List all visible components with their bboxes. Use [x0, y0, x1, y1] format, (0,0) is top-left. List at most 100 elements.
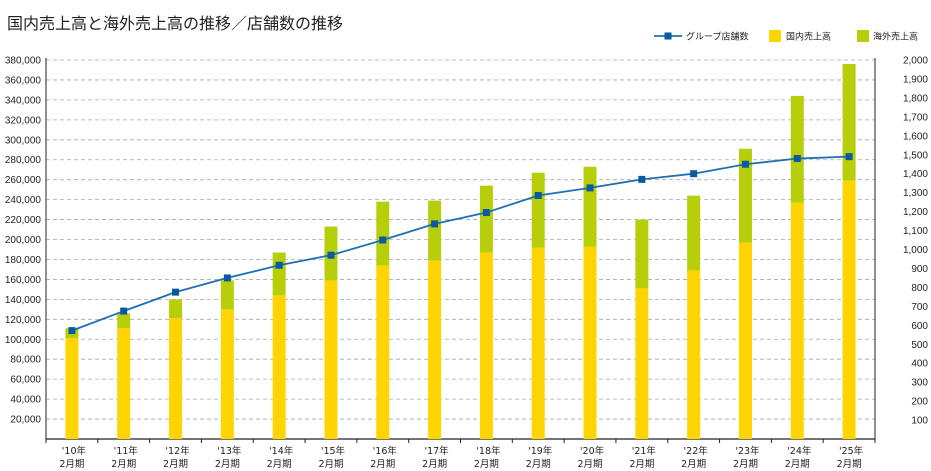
point-store-count-7 [431, 220, 439, 228]
bar-overseas-6 [376, 201, 390, 266]
legend-label-overseas: 海外売上高 [873, 31, 918, 43]
point-store-count-11 [638, 175, 646, 183]
bar-domestic-2 [169, 318, 183, 439]
x-tick-label-period: 2月期 [578, 459, 603, 470]
y-right-tick-label: 1,300 [903, 188, 928, 199]
x-tick-label-period: 2月期 [267, 459, 292, 470]
y-left-tick-label: 320,000 [5, 115, 42, 126]
x-tick-label-year: '12年 [165, 445, 190, 457]
x-tick-label-year: '10年 [62, 445, 87, 457]
x-tick-label-year: '13年 [217, 445, 242, 457]
point-store-count-2 [172, 288, 180, 296]
line-store-count [71, 155, 850, 332]
x-tick-label-period: 2月期 [59, 459, 84, 470]
bar-domestic-1 [117, 328, 131, 439]
y-left-tick-label: 240,000 [5, 195, 42, 206]
y-right-tick-label: 600 [911, 321, 928, 332]
point-store-count-0 [68, 327, 76, 335]
x-tick-label-period: 2月期 [163, 459, 188, 470]
bar-domestic-7 [428, 260, 442, 439]
bar-domestic-12 [687, 270, 701, 439]
legend-label-domestic: 国内売上高 [786, 31, 831, 43]
y-left-tick-label: 200,000 [5, 235, 42, 246]
y-left-tick-label: 360,000 [5, 75, 42, 86]
y-right-tick-label: 700 [911, 302, 928, 313]
bar-overseas-10 [583, 166, 597, 247]
x-tick-label-year: '15年 [321, 445, 346, 457]
y-left-tick-label: 340,000 [5, 95, 42, 106]
legend-label-store-count: グループ店舗数 [686, 31, 748, 43]
x-tick-label-period: 2月期 [422, 459, 447, 470]
bar-overseas-3 [220, 280, 234, 310]
x-tick-label-period: 2月期 [370, 459, 395, 470]
y-left-tick-label: 20,000 [10, 415, 41, 426]
y-left-tick-label: 160,000 [5, 275, 42, 286]
x-tick-label-year: '17年 [424, 445, 449, 457]
x-tick-label-period: 2月期 [785, 459, 810, 470]
x-tick-label-period: 2月期 [215, 459, 240, 470]
legend-line-marker [664, 32, 672, 40]
x-tick-label-year: '24年 [787, 445, 812, 457]
legend-swatch-domestic [769, 30, 781, 42]
x-tick-label-year: '25年 [839, 445, 864, 457]
y-right-tick-label: 1,600 [903, 131, 928, 142]
point-store-count-3 [223, 274, 231, 282]
point-store-count-13 [741, 160, 749, 168]
y-left-tick-label: 120,000 [5, 315, 42, 326]
bar-domestic-10 [583, 246, 597, 439]
y-left-tick-label: 260,000 [5, 175, 42, 186]
bar-overseas-2 [169, 299, 183, 319]
x-tick-label-period: 2月期 [629, 459, 654, 470]
x-tick-label-period: 2月期 [733, 459, 758, 470]
x-tick-label-year: '22年 [684, 445, 709, 457]
bar-overseas-9 [531, 172, 545, 248]
point-store-count-15 [845, 153, 853, 161]
bar-overseas-4 [272, 252, 286, 296]
bar-domestic-14 [790, 202, 804, 439]
y-left-tick-label: 60,000 [10, 375, 41, 386]
bar-domestic-4 [272, 295, 286, 439]
y-left-tick-label: 100,000 [5, 335, 42, 346]
bar-overseas-15 [842, 63, 856, 181]
x-tick-label-period: 2月期 [111, 459, 136, 470]
bar-overseas-8 [479, 185, 493, 253]
x-tick-label-year: '19年 [528, 445, 553, 457]
x-tick-label-period: 2月期 [837, 459, 862, 470]
x-tick-label-year: '18年 [476, 445, 501, 457]
x-tick-label-year: '14年 [269, 445, 294, 457]
y-right-tick-label: 1,800 [903, 93, 928, 104]
bar-overseas-1 [117, 313, 131, 329]
point-store-count-9 [534, 191, 542, 199]
bar-domestic-15 [842, 180, 856, 439]
point-store-count-14 [793, 155, 801, 163]
y-left-tick-label: 300,000 [5, 135, 42, 146]
bar-domestic-6 [376, 265, 390, 439]
x-tick-label-period: 2月期 [526, 459, 551, 470]
y-right-tick-label: 500 [911, 340, 928, 351]
y-left-tick-label: 80,000 [10, 355, 41, 366]
y-right-tick-label: 400 [911, 359, 928, 370]
x-tick-label-period: 2月期 [474, 459, 499, 470]
y-left-tick-label: 40,000 [10, 395, 41, 406]
point-store-count-5 [327, 251, 335, 259]
y-right-tick-label: 1,100 [903, 226, 928, 237]
x-tick-label-period: 2月期 [681, 459, 706, 470]
bar-domestic-3 [220, 309, 234, 439]
y-right-tick-label: 2,000 [903, 56, 928, 67]
y-right-tick-label: 1,400 [903, 169, 928, 180]
bar-overseas-13 [738, 148, 752, 243]
x-tick-label-year: '16年 [373, 445, 398, 457]
y-right-tick-label: 100 [911, 416, 928, 427]
bar-domestic-0 [65, 338, 79, 439]
y-left-tick-label: 180,000 [5, 255, 42, 266]
y-right-tick-label: 1,700 [903, 112, 928, 123]
x-tick-label-year: '23年 [735, 445, 760, 457]
x-tick-label-year: '20年 [580, 445, 605, 457]
bar-domestic-11 [635, 288, 649, 439]
point-store-count-10 [586, 184, 594, 192]
y-right-tick-label: 800 [911, 283, 928, 294]
point-store-count-6 [379, 236, 387, 244]
y-right-tick-label: 900 [911, 264, 928, 275]
bar-overseas-7 [428, 200, 442, 261]
